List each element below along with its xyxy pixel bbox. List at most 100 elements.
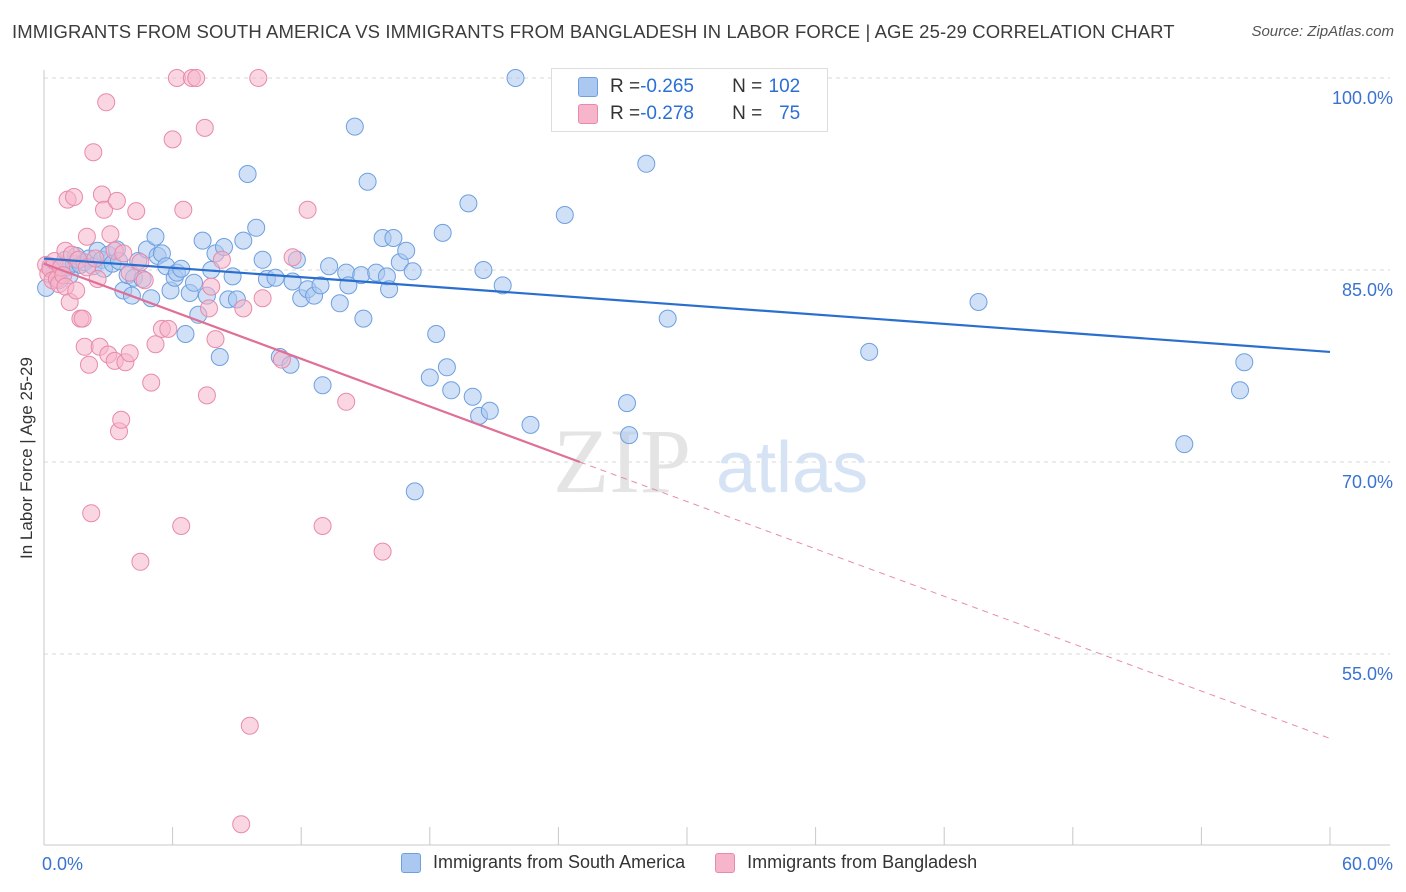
- x-tick-label: 60.0%: [1342, 854, 1393, 874]
- point-bangladesh: [146, 335, 165, 354]
- point-south-america: [459, 194, 478, 213]
- point-bangladesh: [73, 309, 92, 328]
- source-credit: Source: ZipAtlas.com: [1251, 23, 1394, 40]
- y-tick-label: 70.0%: [1342, 472, 1393, 492]
- trend-line-bangladesh-extension: [579, 461, 1331, 739]
- point-south-america: [193, 231, 212, 250]
- point-bangladesh: [80, 355, 98, 374]
- point-south-america: [320, 257, 339, 276]
- correlation-legend: R = -0.265 N = 102 R = -0.278 N = 75: [551, 68, 828, 132]
- grid-lines: [44, 77, 1390, 655]
- legend-swatch-blue: [578, 77, 598, 97]
- point-bangladesh: [373, 542, 392, 561]
- point-bangladesh: [249, 69, 268, 87]
- point-south-america: [658, 309, 677, 328]
- axes: [43, 70, 1390, 846]
- point-bangladesh: [197, 386, 216, 405]
- point-south-america: [223, 267, 242, 286]
- watermark-atlas: atlas: [716, 428, 868, 508]
- trend-line-south-america: [43, 257, 1331, 354]
- point-bangladesh: [174, 200, 193, 219]
- point-south-america: [403, 262, 422, 281]
- legend-item-bangladesh[interactable]: Immigrants from Bangladesh: [715, 852, 977, 873]
- point-south-america: [521, 415, 540, 434]
- point-bangladesh: [131, 253, 150, 272]
- point-bangladesh: [65, 188, 83, 206]
- legend-row-south-america: R = -0.265 N = 102: [578, 76, 800, 98]
- point-south-america: [860, 342, 879, 361]
- y-tick-label: 100.0%: [1332, 88, 1393, 108]
- legend-n-label: N =: [732, 103, 763, 124]
- legend-r-value: -0.265: [640, 76, 694, 97]
- point-bangladesh: [142, 373, 161, 392]
- point-bangladesh: [114, 244, 133, 263]
- legend-swatch-pink: [578, 104, 598, 124]
- point-south-america: [555, 206, 574, 224]
- point-south-america: [506, 69, 525, 87]
- point-bangladesh: [120, 344, 139, 363]
- point-bangladesh: [212, 250, 231, 269]
- legend-r-label: R =: [610, 76, 641, 97]
- point-south-america: [185, 273, 203, 292]
- point-south-america: [330, 294, 349, 313]
- legend-n-value: 75: [779, 103, 801, 124]
- x-tick-label: 0.0%: [42, 854, 83, 874]
- y-tick-label: 85.0%: [1342, 280, 1393, 300]
- point-bangladesh: [67, 281, 86, 300]
- point-south-america: [210, 348, 229, 366]
- point-south-america: [354, 309, 373, 328]
- tick-labels: 55.0% 70.0% 85.0% 100.0% 0.0% 60.0%: [42, 88, 1393, 874]
- point-bangladesh: [298, 200, 317, 219]
- point-bangladesh: [337, 392, 356, 411]
- point-south-america: [405, 482, 424, 501]
- point-bangladesh: [107, 191, 126, 210]
- point-south-america: [146, 227, 165, 246]
- point-bangladesh: [159, 319, 178, 338]
- point-south-america: [176, 325, 195, 343]
- point-bangladesh: [101, 225, 120, 244]
- data-points: [37, 69, 1254, 834]
- legend-label: Immigrants from South America: [433, 852, 686, 872]
- point-bangladesh: [167, 69, 186, 87]
- point-bangladesh: [75, 337, 94, 356]
- point-bangladesh: [135, 271, 154, 290]
- point-bangladesh: [283, 248, 302, 267]
- point-south-america: [397, 241, 416, 260]
- legend-r-value: -0.278: [640, 103, 694, 124]
- legend-n-label: N =: [732, 76, 763, 97]
- legend-r-label: R =: [610, 103, 641, 124]
- point-south-america: [969, 293, 988, 311]
- point-bangladesh: [200, 299, 218, 318]
- point-bangladesh: [86, 249, 105, 268]
- legend-swatch-pink: [715, 852, 736, 873]
- point-bangladesh: [240, 716, 259, 735]
- point-south-america: [480, 401, 499, 420]
- legend-n-value: 102: [768, 76, 801, 97]
- point-bangladesh: [206, 330, 225, 349]
- point-south-america: [637, 154, 656, 173]
- trend-lines: [43, 257, 1331, 739]
- point-south-america: [1235, 353, 1254, 372]
- point-south-america: [384, 229, 403, 247]
- trend-line-bangladesh: [43, 262, 581, 464]
- watermark: ZIP atlas: [553, 410, 868, 512]
- point-bangladesh: [253, 289, 272, 308]
- y-tick-label: 55.0%: [1342, 664, 1393, 684]
- point-south-america: [463, 387, 482, 406]
- point-bangladesh: [187, 69, 206, 87]
- chart-title: IMMIGRANTS FROM SOUTH AMERICA VS IMMIGRA…: [12, 21, 1175, 42]
- point-bangladesh: [172, 517, 191, 535]
- point-bangladesh: [95, 200, 113, 219]
- point-bangladesh: [88, 270, 107, 288]
- point-bangladesh: [202, 277, 221, 296]
- legend-item-south-america[interactable]: Immigrants from South America: [401, 852, 685, 873]
- watermark-zip: ZIP: [553, 410, 691, 512]
- point-south-america: [433, 223, 452, 242]
- point-south-america: [266, 268, 285, 287]
- point-bangladesh: [92, 185, 111, 204]
- legend-row-bangladesh: R = -0.278 N = 75: [578, 103, 800, 125]
- point-bangladesh: [77, 227, 96, 246]
- point-bangladesh: [84, 143, 103, 162]
- point-south-america: [345, 117, 364, 136]
- point-south-america: [253, 250, 272, 269]
